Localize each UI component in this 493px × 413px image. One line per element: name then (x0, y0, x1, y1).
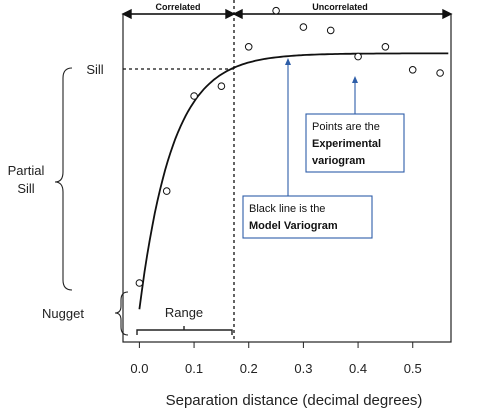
x-tick-label: 0.5 (404, 361, 422, 376)
nugget-label: Nugget (42, 306, 84, 321)
model-callout-line1: Black line is the (249, 203, 325, 215)
x-tick-label: 0.0 (130, 361, 148, 376)
x-tick-label: 0.4 (349, 361, 367, 376)
correlated-label: Correlated (155, 2, 200, 12)
experimental-point (245, 44, 252, 51)
experimental-arrowhead (352, 76, 358, 83)
experimental-point (218, 83, 225, 90)
model-variogram-line (139, 53, 448, 309)
experimental-point (409, 67, 416, 74)
partial-sill-brace (55, 68, 72, 290)
sill-label: Sill (86, 62, 103, 77)
experimental-callout-line3: variogram (312, 155, 365, 167)
experimental-callout-line2: Experimental (312, 138, 381, 150)
experimental-point (382, 44, 389, 51)
experimental-point (300, 24, 307, 31)
x-tick-label: 0.1 (185, 361, 203, 376)
model-arrowhead (285, 58, 291, 65)
experimental-point (327, 27, 334, 34)
experimental-callout-line1: Points are the (312, 121, 380, 133)
nugget-brace (115, 292, 128, 335)
experimental-point (136, 280, 143, 287)
uncorrelated-label: Uncorrelated (312, 2, 368, 12)
range-bracket (137, 326, 232, 335)
experimental-point (191, 93, 198, 100)
experimental-point (437, 70, 444, 77)
experimental-point (355, 53, 362, 60)
x-tick-label: 0.2 (240, 361, 258, 376)
partial-sill-label-line1: Partial (8, 163, 45, 178)
partial-sill-label-line2: Sill (17, 181, 34, 196)
x-axis: 0.0 0.1 0.2 0.3 0.4 0.5 (130, 342, 421, 376)
x-tick-label: 0.3 (294, 361, 312, 376)
x-axis-label: Separation distance (decimal degrees) (166, 392, 423, 409)
model-callout-line2: Model Variogram (249, 220, 338, 232)
experimental-point (273, 7, 280, 14)
range-label: Range (165, 305, 203, 320)
experimental-point (163, 188, 170, 195)
